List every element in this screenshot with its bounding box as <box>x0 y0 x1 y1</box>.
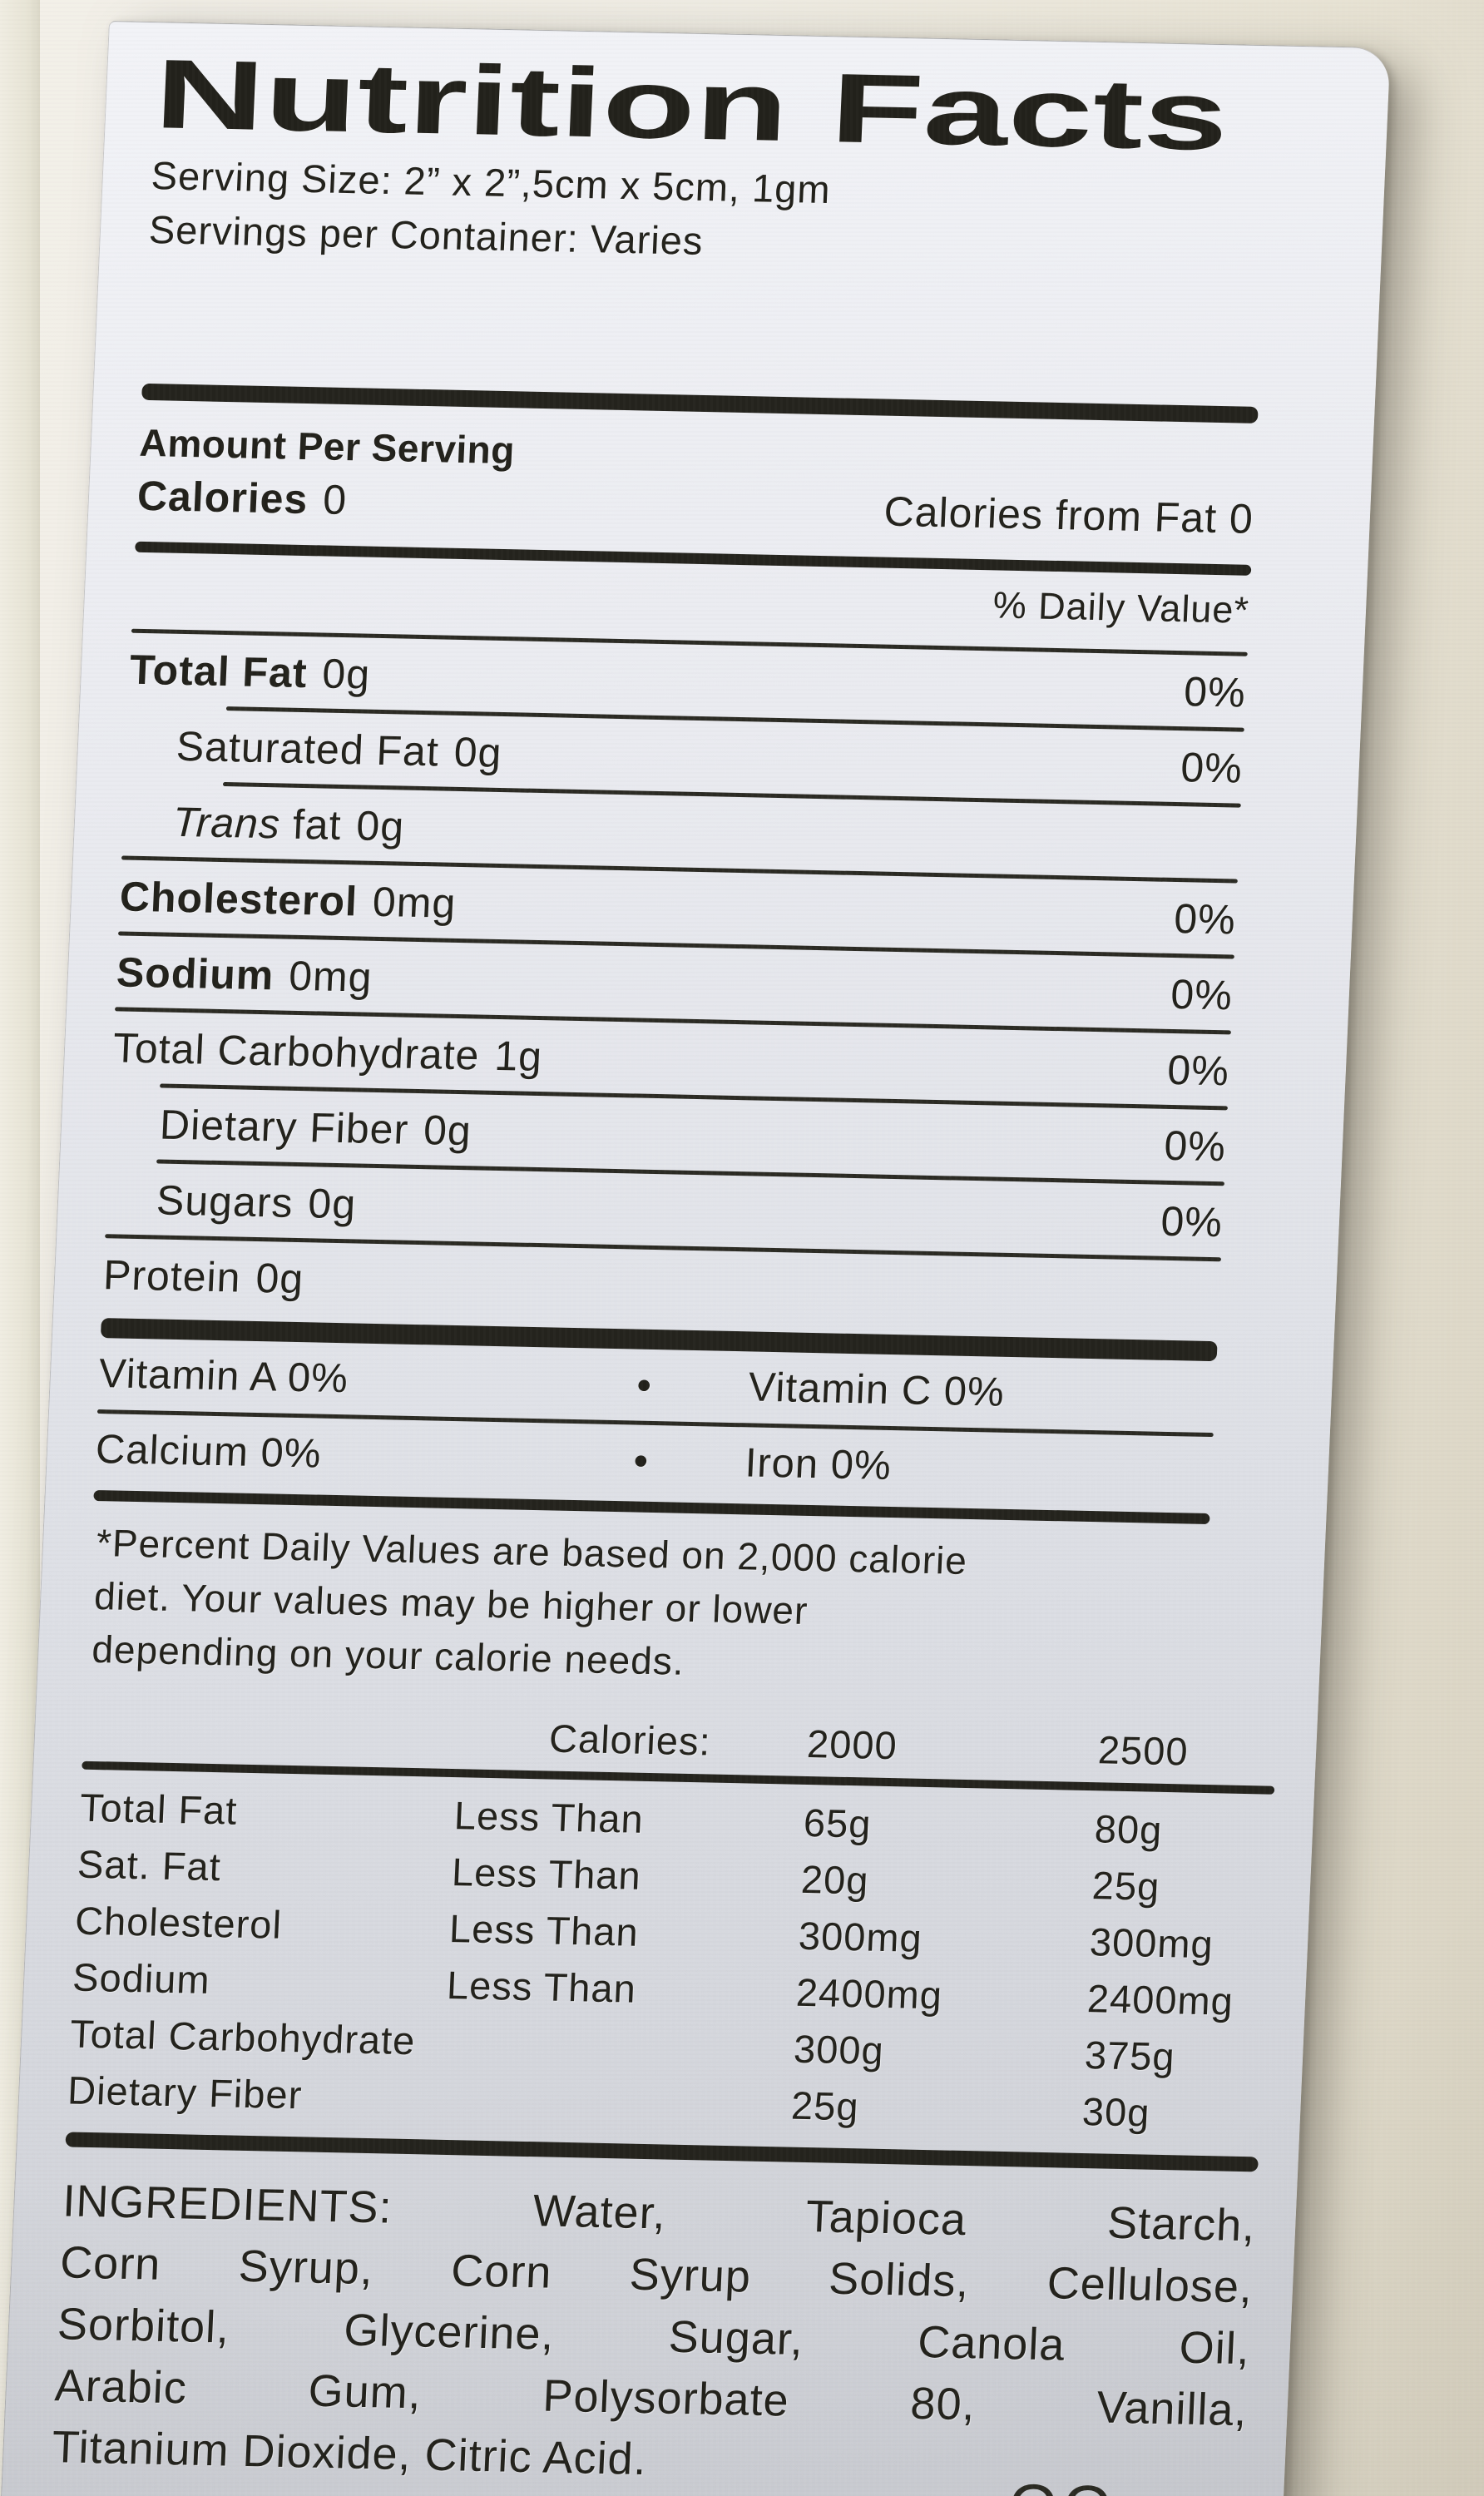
nutrient-name: Saturated Fat 0g <box>175 723 503 777</box>
nutrient-name: Sodium 0mg <box>115 948 373 1002</box>
dv-header-2000: 2000 <box>806 1721 898 1768</box>
bullet-icon: • <box>632 1437 650 1485</box>
nutrient-name: Total Fat 0g <box>128 646 372 699</box>
dv-table-rows: Total Fat Less Than 65g 80g Sat. Fat Les… <box>67 1780 1274 2144</box>
daily-value-header: % Daily Value* <box>992 583 1251 632</box>
calories-label: Calories <box>136 473 309 523</box>
nutrient-dv: 0% <box>1173 895 1237 943</box>
bullet-icon: • <box>636 1361 654 1409</box>
partial-print-glyphs: OO <box>1007 2470 1118 2496</box>
label-title: Nutrition Facts <box>152 39 1231 172</box>
daily-value-reference-table: Calories: 2000 2500 Total Fat Less Than … <box>65 1706 1277 2172</box>
label-content: Nutrition Facts Serving Size: 2” x 2”,5c… <box>2 22 1391 2496</box>
nutrient-dv: 0% <box>1163 1122 1228 1171</box>
iron: Iron 0% <box>744 1440 893 1489</box>
nutrient-name: Trans fat 0g <box>171 799 406 850</box>
nutrient-dv: 0% <box>1166 1047 1231 1095</box>
divider-thick-top <box>141 384 1259 424</box>
nutrition-label: Nutrition Facts Serving Size: 2” x 2”,5c… <box>0 20 1391 2496</box>
calcium: Calcium 0% <box>94 1427 323 1477</box>
dv-header-2500: 2500 <box>1096 1727 1190 1774</box>
calories-value: 0 <box>322 476 349 524</box>
nutrient-name: Total Carbohydrate 1g <box>111 1024 544 1081</box>
nutrient-dv: 0% <box>1160 1198 1224 1246</box>
nutrient-dv: 0% <box>1170 971 1234 1019</box>
calories-cell: Calories 0 <box>136 472 349 524</box>
nutrient-name: Protein 0g <box>101 1251 305 1303</box>
nutrient-name: Cholesterol 0mg <box>118 873 458 928</box>
vitamin-c: Vitamin C 0% <box>747 1364 1006 1416</box>
nutrient-name: Sugars 0g <box>155 1176 358 1228</box>
calories-from-fat: Calories from Fat 0 <box>883 488 1254 543</box>
nutrient-dv: 0% <box>1180 744 1244 793</box>
dv-header-calories: Calories: <box>548 1716 712 1764</box>
nutrient-dv: 0% <box>1183 668 1247 717</box>
daily-value-footnote: *Percent Daily Values are based on 2,000… <box>86 1516 1209 1699</box>
spacer <box>83 1742 458 1750</box>
ingredients-paragraph: INGREDIENTS: Water, Tapioca Starch, Corn… <box>51 2171 1257 2496</box>
nutrient-name: Dietary Fiber 0g <box>158 1101 473 1155</box>
vitamin-a: Vitamin A 0% <box>97 1351 349 1402</box>
main-panel: Amount Per Serving Calories 0 Calories fr… <box>86 384 1259 1699</box>
